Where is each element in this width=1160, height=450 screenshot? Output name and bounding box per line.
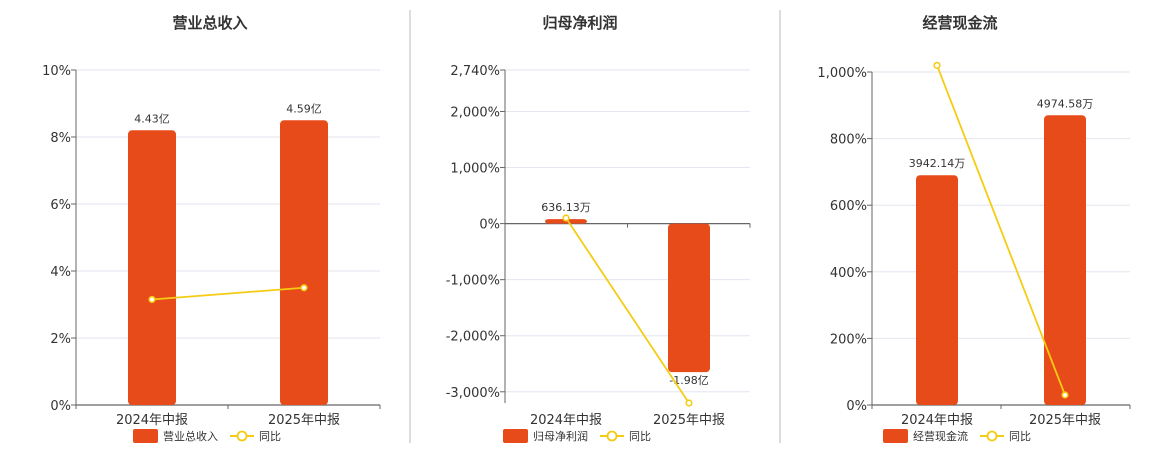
x-category-label: 2024年中报 (530, 413, 602, 428)
yoy-point (148, 295, 156, 304)
x-category-label: 2025年中报 (1029, 413, 1101, 428)
bar (1044, 115, 1086, 405)
y-tick-label: 2,000% (450, 105, 500, 120)
legend-label: 同比 (1009, 430, 1031, 443)
y-tick-label: 0% (50, 399, 71, 414)
x-category-label: 2024年中报 (901, 413, 973, 428)
x-category-label: 2025年中报 (268, 413, 340, 428)
legend-label: 同比 (629, 430, 651, 443)
y-tick-label: -3,000% (446, 386, 500, 401)
legend-label: 同比 (259, 430, 281, 443)
legend-swatch-bar (133, 429, 158, 443)
y-tick-label: 800% (830, 133, 867, 148)
chart-title: 经营现金流 (922, 14, 997, 32)
y-tick-label: 200% (830, 332, 867, 347)
bar-data-label: 4.59亿 (286, 102, 322, 115)
y-tick-label: 2% (50, 332, 71, 347)
y-tick-label: 2,740% (450, 64, 500, 79)
y-tick-label: -1,000% (446, 274, 500, 289)
y-tick-label: 0% (479, 218, 500, 233)
chart-title: 营业总收入 (172, 14, 247, 32)
bar-data-label: -1.98亿 (669, 374, 708, 387)
legend-label: 营业总收入 (163, 429, 218, 443)
y-tick-label: 10% (42, 64, 71, 79)
legend-swatch-marker (606, 430, 618, 442)
bar-data-label: 4.43亿 (134, 112, 170, 125)
yoy-point (562, 214, 570, 222)
y-tick-label: 0% (846, 399, 867, 414)
y-tick-label: 400% (830, 266, 867, 281)
y-tick-label: 6% (50, 198, 71, 213)
legend-label: 归母净利润 (533, 429, 588, 443)
y-tick-label: 600% (830, 199, 867, 214)
yoy-line (151, 286, 305, 301)
bar-data-label: 4974.58万 (1037, 97, 1094, 110)
chart-title: 归母净利润 (542, 14, 617, 32)
x-category-label: 2024年中报 (116, 413, 188, 428)
y-tick-label: -2,000% (446, 330, 500, 345)
y-tick-label: 1,000% (450, 162, 500, 177)
y-tick-label: 1,000% (817, 66, 867, 81)
bar (128, 130, 176, 406)
yoy-point (1061, 391, 1069, 399)
y-tick-label: 8% (50, 131, 71, 146)
yoy-point (300, 284, 308, 292)
yoy-line (936, 65, 1066, 396)
bar (668, 223, 710, 373)
legend-swatch-bar (503, 429, 528, 443)
bar-data-label: 636.13万 (541, 201, 591, 214)
bar-data-label: 3942.14万 (909, 157, 966, 170)
yoy-line (565, 217, 690, 404)
yoy-point (933, 61, 941, 69)
y-tick-label: 4% (50, 265, 71, 280)
bar (916, 175, 958, 405)
legend-swatch-bar (883, 429, 908, 443)
bar (280, 120, 328, 405)
legend-label: 经营现金流 (913, 429, 968, 443)
legend-swatch-marker (986, 430, 998, 442)
yoy-point (685, 399, 693, 407)
legend-swatch-marker (236, 430, 248, 442)
x-category-label: 2025年中报 (653, 413, 725, 428)
